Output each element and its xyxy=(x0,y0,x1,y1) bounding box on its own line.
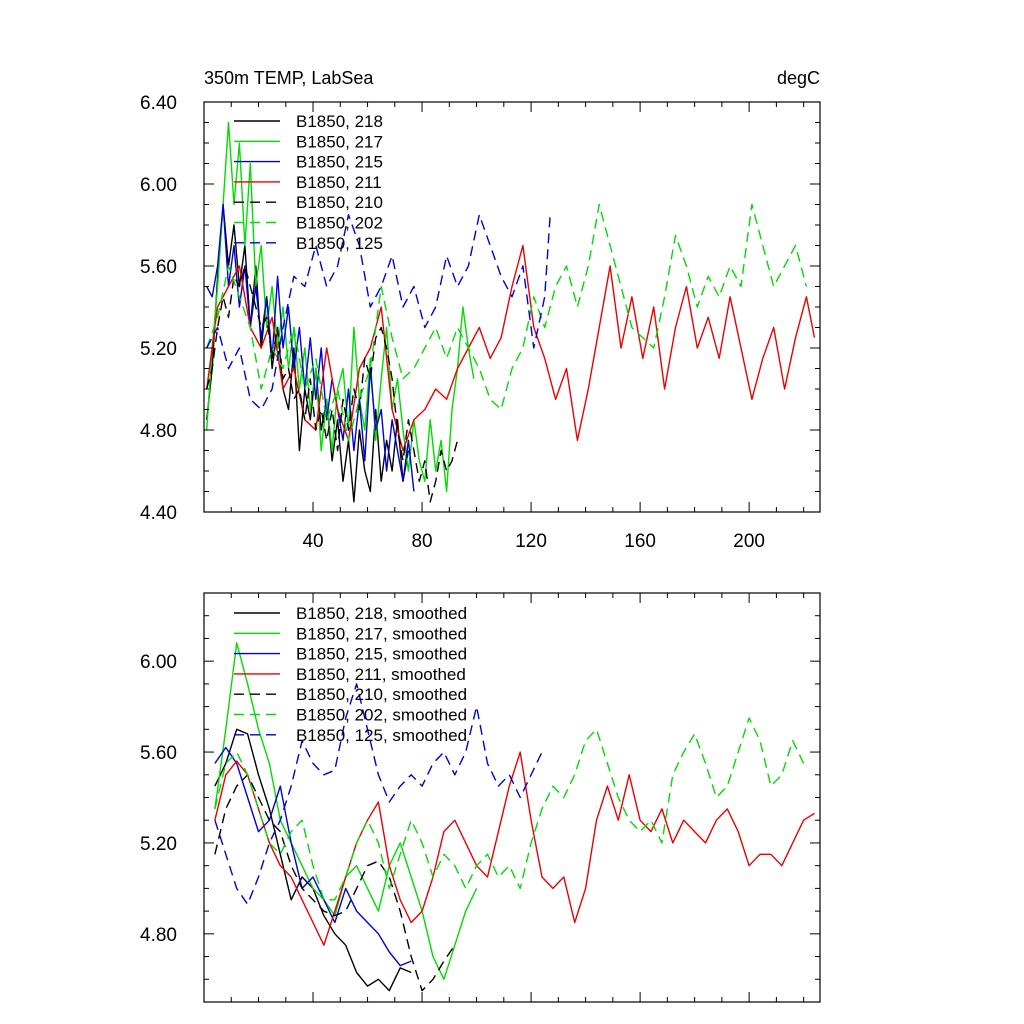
legend-label: B1850, 125 xyxy=(296,234,383,253)
series-line xyxy=(206,214,551,411)
y-tick-label: 4.80 xyxy=(140,421,177,442)
series-line xyxy=(214,774,456,992)
series-line xyxy=(206,244,816,452)
y-tick-label: 5.20 xyxy=(140,834,177,855)
series-line xyxy=(214,683,543,905)
legend-label: B1850, 215 xyxy=(296,153,383,172)
y-tick-label: 6.00 xyxy=(140,175,177,196)
series-line xyxy=(214,746,412,967)
x-tick-label: 40 xyxy=(302,531,323,552)
y-tick-label: 5.20 xyxy=(140,339,177,360)
series-line xyxy=(214,717,805,901)
y-tick-label: 4.80 xyxy=(140,925,177,946)
x-tick-label: 120 xyxy=(515,531,547,552)
y-tick-label: 5.60 xyxy=(140,743,177,764)
legend-label: B1850, 125, smoothed xyxy=(296,726,467,745)
legend-label: B1850, 210 xyxy=(296,193,383,212)
legend-label: B1850, 218, smoothed xyxy=(296,604,467,623)
x-tick-label: 200 xyxy=(733,531,765,552)
legend-label: B1850, 202 xyxy=(296,214,383,233)
y-tick-label: 6.40 xyxy=(140,93,177,114)
series-line xyxy=(206,121,475,493)
legend-label: B1850, 217, smoothed xyxy=(296,624,467,643)
x-tick-label: 160 xyxy=(624,531,656,552)
legend-label: B1850, 217 xyxy=(296,132,383,151)
chart-title: 350m TEMP, LabSea xyxy=(204,68,374,88)
legend-label: B1850, 210, smoothed xyxy=(296,685,467,704)
legend-label: B1850, 218 xyxy=(296,112,383,131)
legend-label: B1850, 211, smoothed xyxy=(296,665,466,684)
y-tick-label: 5.60 xyxy=(140,257,177,278)
series-line xyxy=(206,203,415,492)
y-tick-label: 6.00 xyxy=(140,652,177,673)
legend-label: B1850, 215, smoothed xyxy=(296,645,467,664)
units-label: degC xyxy=(777,68,820,88)
legend-label: B1850, 211 xyxy=(296,173,382,192)
raw-panel: 40 80 120 160 200 4.40 4.80 5.20 5.60 6.00 6.40 B18… xyxy=(140,93,821,552)
series-line xyxy=(206,203,808,441)
series-line xyxy=(214,751,815,946)
y-tick-label: 4.40 xyxy=(140,503,177,524)
legend-label: B1850, 202, smoothed xyxy=(296,706,467,725)
x-tick-label: 80 xyxy=(411,531,432,552)
